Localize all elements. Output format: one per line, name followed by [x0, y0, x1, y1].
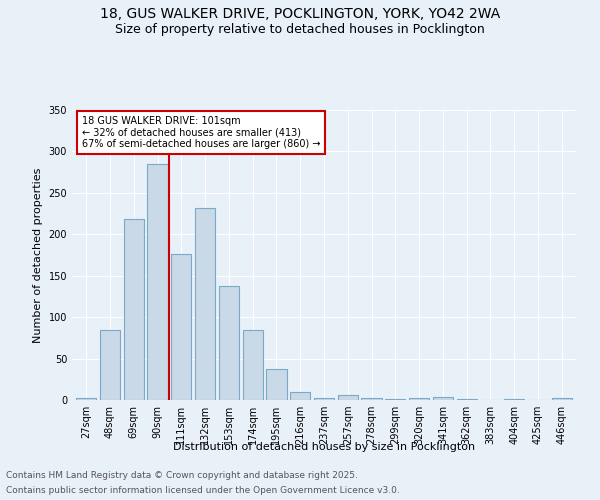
Bar: [171, 254, 191, 400]
Bar: [457, 399, 477, 400]
Text: Contains HM Land Registry data © Crown copyright and database right 2025.: Contains HM Land Registry data © Crown c…: [6, 471, 358, 480]
Bar: [124, 220, 144, 400]
Bar: [551, 398, 572, 400]
Bar: [290, 392, 310, 400]
Text: Distribution of detached houses by size in Pocklington: Distribution of detached houses by size …: [173, 442, 475, 452]
Text: 18 GUS WALKER DRIVE: 101sqm
← 32% of detached houses are smaller (413)
67% of se: 18 GUS WALKER DRIVE: 101sqm ← 32% of det…: [82, 116, 320, 149]
Bar: [219, 286, 239, 400]
Bar: [76, 398, 97, 400]
Bar: [195, 208, 215, 400]
Bar: [242, 330, 263, 400]
Bar: [409, 398, 429, 400]
Bar: [338, 395, 358, 400]
Text: Size of property relative to detached houses in Pocklington: Size of property relative to detached ho…: [115, 22, 485, 36]
Bar: [314, 398, 334, 400]
Bar: [148, 164, 167, 400]
Text: 18, GUS WALKER DRIVE, POCKLINGTON, YORK, YO42 2WA: 18, GUS WALKER DRIVE, POCKLINGTON, YORK,…: [100, 8, 500, 22]
Text: Contains public sector information licensed under the Open Government Licence v3: Contains public sector information licen…: [6, 486, 400, 495]
Bar: [266, 368, 287, 400]
Bar: [504, 399, 524, 400]
Bar: [361, 398, 382, 400]
Bar: [100, 330, 120, 400]
Y-axis label: Number of detached properties: Number of detached properties: [33, 168, 43, 342]
Bar: [385, 399, 406, 400]
Bar: [433, 396, 453, 400]
